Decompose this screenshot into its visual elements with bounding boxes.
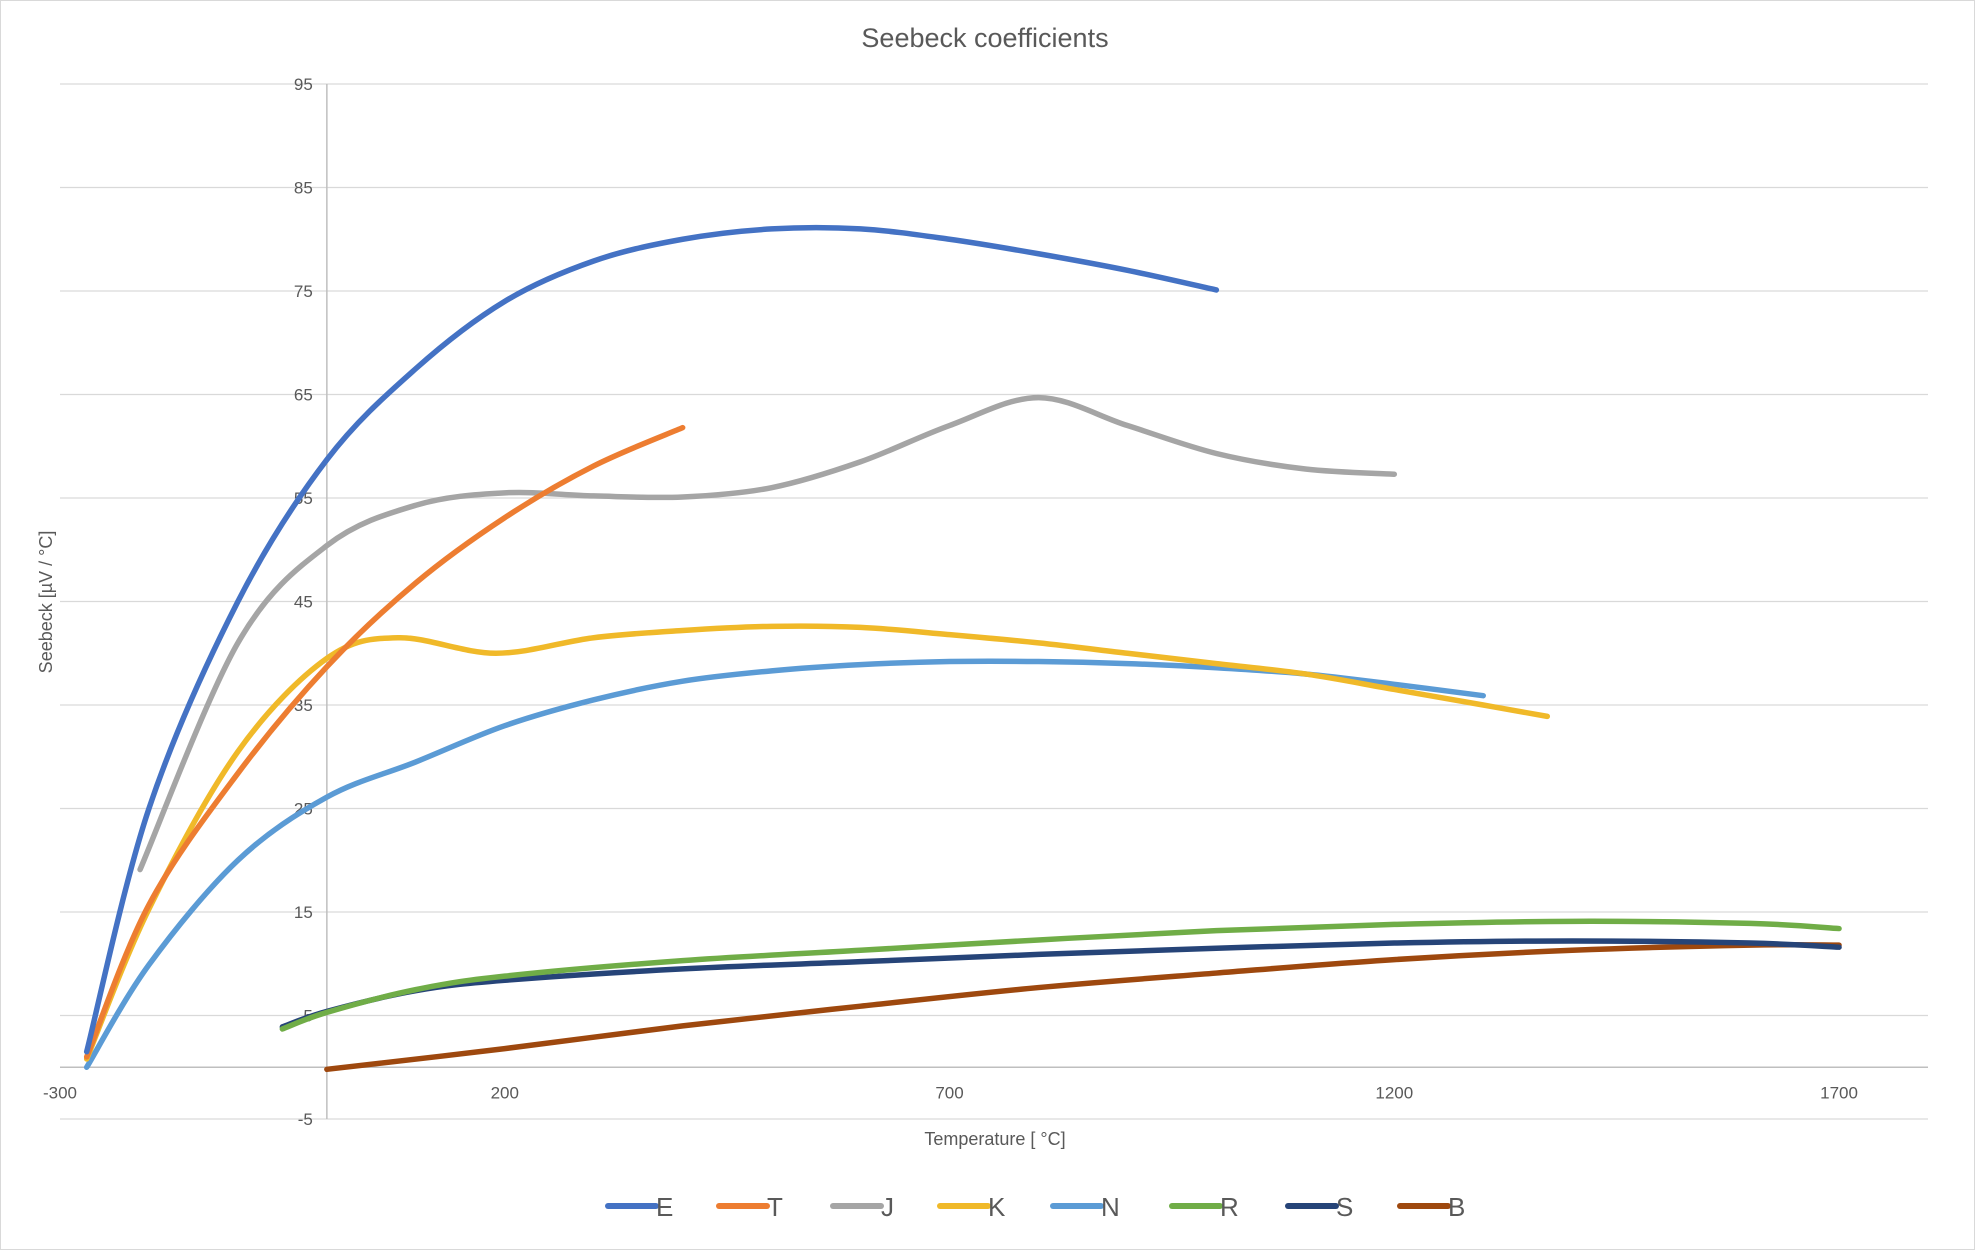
y-tick-label: 95 xyxy=(294,75,313,94)
y-tick-label: -5 xyxy=(298,1110,313,1129)
legend-label: K xyxy=(988,1192,1006,1222)
legend-item-R: R xyxy=(1169,1192,1239,1222)
y-tick-label: 65 xyxy=(294,386,313,405)
legend-label: T xyxy=(767,1192,783,1222)
series-line-B xyxy=(324,941,1842,1073)
legend-item-T: T xyxy=(716,1192,783,1222)
x-axis-title: Temperature [ °C] xyxy=(924,1129,1065,1149)
y-tick-label: 15 xyxy=(294,903,313,922)
legend-item-E: E xyxy=(605,1192,673,1222)
legend-label: N xyxy=(1101,1192,1120,1222)
series-line-N xyxy=(83,658,1486,1070)
legend-item-J: J xyxy=(830,1192,894,1222)
gridlines xyxy=(60,83,1928,1120)
chart-title: Seebeck coefficients xyxy=(861,23,1108,53)
y-tick-label: 85 xyxy=(294,179,313,198)
series-line-K xyxy=(83,623,1551,1062)
x-tick-label: 200 xyxy=(491,1083,519,1102)
legend-label: B xyxy=(1448,1192,1465,1222)
legend-label: E xyxy=(656,1192,673,1222)
x-tick-label: 700 xyxy=(935,1083,963,1102)
x-tick-label: -300 xyxy=(43,1083,77,1102)
y-tick-label: 75 xyxy=(294,282,313,301)
series-line-R xyxy=(279,918,1842,1032)
y-axis-title: Seebeck [µV / °C] xyxy=(36,531,56,674)
series-line-E xyxy=(83,224,1220,1055)
legend-item-B: B xyxy=(1397,1192,1465,1222)
y-tick-label: 45 xyxy=(294,593,313,612)
x-tick-label: 1200 xyxy=(1375,1083,1413,1102)
legend-item-K: K xyxy=(937,1192,1006,1222)
series-line-J xyxy=(137,394,1398,873)
legend-item-S: S xyxy=(1285,1192,1353,1222)
series-line-T xyxy=(83,424,686,1060)
series-lines xyxy=(83,224,1842,1073)
legend-label: R xyxy=(1220,1192,1239,1222)
legend-label: S xyxy=(1336,1192,1353,1222)
legend-label: J xyxy=(881,1192,894,1222)
x-tick-label: 1700 xyxy=(1820,1083,1858,1102)
legend-item-N: N xyxy=(1050,1192,1120,1222)
